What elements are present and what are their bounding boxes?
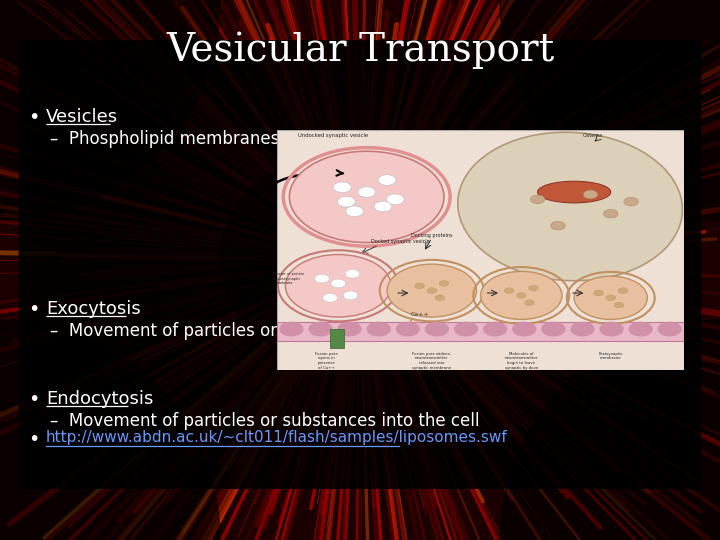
Circle shape [571, 322, 594, 336]
Text: Endocytosis: Endocytosis [46, 390, 153, 408]
Text: Ca++: Ca++ [410, 312, 429, 317]
Circle shape [386, 194, 404, 205]
Circle shape [315, 274, 329, 283]
Circle shape [309, 322, 332, 336]
Text: –  Phospholipid membranes ‘pinch’ off and form tiny vesicles: – Phospholipid membranes ‘pinch’ off and… [50, 130, 557, 148]
Text: •: • [28, 430, 40, 449]
Text: •: • [28, 390, 40, 409]
Circle shape [289, 151, 444, 242]
Circle shape [280, 322, 303, 336]
Circle shape [454, 322, 477, 336]
Text: http://www.abdn.ac.uk/~clt011/flash/samples/liposomes.swf: http://www.abdn.ac.uk/~clt011/flash/samp… [46, 430, 508, 445]
Circle shape [624, 197, 639, 206]
Text: Undocked synaptic vesicle: Undocked synaptic vesicle [297, 133, 368, 138]
Circle shape [542, 322, 564, 336]
Circle shape [338, 197, 355, 207]
Text: Fusion pore widens;
neurotransmitter
released into
synaptic membrane: Fusion pore widens; neurotransmitter rel… [413, 352, 451, 370]
Circle shape [658, 322, 681, 336]
Circle shape [484, 322, 507, 336]
Circle shape [387, 264, 477, 317]
Circle shape [358, 187, 376, 197]
Ellipse shape [538, 181, 611, 203]
Text: Fusion pore
opens in
presence
of Ca++: Fusion pore opens in presence of Ca++ [315, 352, 338, 370]
Circle shape [323, 293, 338, 302]
Bar [330, 329, 344, 348]
Circle shape [551, 221, 565, 230]
Circle shape [345, 269, 360, 278]
Text: –  Movement of particles or substances into the cell: – Movement of particles or substances in… [50, 412, 480, 430]
Circle shape [614, 302, 624, 308]
Circle shape [528, 285, 539, 291]
Circle shape [415, 283, 425, 289]
Circle shape [427, 288, 436, 293]
Circle shape [439, 280, 449, 286]
Circle shape [343, 291, 358, 300]
Text: •: • [28, 108, 40, 127]
Circle shape [338, 322, 361, 336]
Text: Docking proteins: Docking proteins [411, 233, 453, 238]
Circle shape [530, 195, 545, 204]
Circle shape [525, 300, 534, 306]
Circle shape [435, 295, 445, 301]
Circle shape [397, 322, 419, 336]
Circle shape [285, 254, 391, 317]
Circle shape [346, 206, 364, 217]
Circle shape [629, 322, 652, 336]
Circle shape [618, 288, 628, 293]
Circle shape [378, 175, 396, 185]
Circle shape [500, 0, 720, 220]
Circle shape [426, 322, 449, 336]
Text: –  Movement of particles or substances out of the cell: – Movement of particles or substances ou… [50, 322, 496, 340]
Ellipse shape [220, 149, 500, 369]
Text: Cistema: Cistema [582, 133, 603, 138]
Circle shape [513, 322, 536, 336]
Circle shape [574, 276, 647, 320]
Text: Cluster of protein
in postsynaptic
membrane: Cluster of protein in postsynaptic membr… [273, 272, 305, 285]
Circle shape [367, 322, 390, 336]
Circle shape [603, 210, 618, 218]
Circle shape [583, 190, 598, 199]
Text: Exocytosis: Exocytosis [46, 300, 140, 318]
Circle shape [516, 293, 526, 298]
Text: Postsynaptic
membrane: Postsynaptic membrane [598, 352, 623, 361]
Circle shape [0, 0, 220, 220]
Text: Docked synaptic vesicle: Docked synaptic vesicle [371, 239, 429, 244]
Text: Vesicular Transport: Vesicular Transport [166, 31, 554, 69]
Ellipse shape [458, 132, 683, 281]
Circle shape [333, 182, 351, 193]
Circle shape [374, 201, 392, 212]
FancyBboxPatch shape [19, 40, 701, 489]
Circle shape [0, 320, 220, 540]
Circle shape [500, 320, 720, 540]
Circle shape [606, 295, 616, 301]
Circle shape [481, 272, 562, 320]
Text: Molecules of
neurotransmitter
begin to leave
synaptic by dove: Molecules of neurotransmitter begin to l… [505, 352, 538, 370]
Text: •: • [28, 300, 40, 319]
Bar [277, 322, 684, 341]
Circle shape [504, 288, 514, 293]
Text: Vesicles: Vesicles [46, 108, 118, 126]
Circle shape [594, 290, 603, 296]
Circle shape [600, 322, 623, 336]
Circle shape [331, 279, 346, 288]
